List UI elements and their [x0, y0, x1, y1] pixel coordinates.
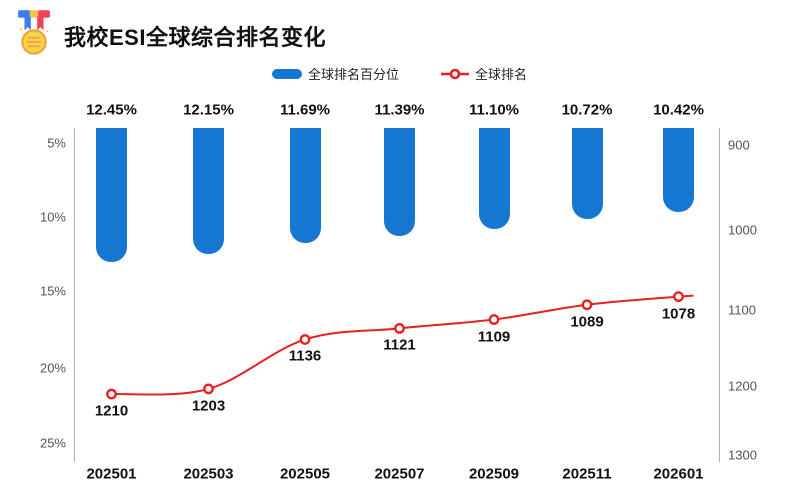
x-tick-label: 202601 — [653, 465, 704, 483]
medal-icon — [16, 10, 52, 62]
bar-swatch-icon — [271, 68, 302, 79]
y-axis-left-tick-label: 10% — [39, 209, 66, 225]
y-axis-right-tick-label: 1200 — [728, 378, 757, 394]
bar-value-label: 11.39% — [374, 101, 425, 119]
line-point — [673, 291, 684, 303]
x-tick-label: 202501 — [86, 465, 137, 483]
rank-value-label: 1136 — [288, 347, 322, 365]
legend-label-percentile: 全球排名百分位 — [307, 67, 399, 82]
y-axis-right-tick-label: 1100 — [728, 302, 756, 318]
bar-value-label: 12.45% — [86, 101, 137, 119]
y-axis-left-tick-label: 25% — [39, 435, 66, 451]
rank-value-label: 1210 — [94, 402, 129, 420]
line-point — [106, 388, 117, 400]
y-axis-left-line — [74, 128, 75, 462]
bar — [96, 128, 127, 262]
rank-value-label: 1203 — [191, 397, 226, 415]
x-tick-label: 202505 — [279, 465, 331, 483]
y-axis-right-tick-label: 1300 — [728, 447, 757, 463]
rank-value-label: 1121 — [383, 336, 416, 354]
line-point — [488, 314, 500, 325]
y-axis-right-tick-label: 900 — [728, 137, 750, 153]
rank-value-label: 1089 — [570, 313, 604, 331]
line-point — [299, 334, 311, 345]
x-tick-label: 202511 — [562, 465, 612, 483]
bar — [289, 128, 321, 244]
rank-value-label: 1078 — [661, 305, 696, 323]
y-axis-right-tick-label: 1000 — [728, 222, 757, 238]
bar-value-label: 10.72% — [561, 101, 613, 119]
x-tick-label: 202503 — [183, 465, 234, 483]
bar-value-label: 12.15% — [183, 101, 234, 119]
legend-item-percentile[interactable]: 全球排名百分位 — [271, 64, 399, 83]
legend-item-rank[interactable]: 全球排名 — [441, 64, 527, 83]
rank-value-label: 1109 — [477, 328, 511, 346]
line-swatch-icon — [441, 68, 469, 80]
bar — [193, 128, 224, 255]
bar-value-label: 11.10% — [468, 101, 520, 119]
bar-value-label: 11.69% — [279, 101, 331, 119]
bar — [478, 128, 510, 229]
chart-header: 我校ESI全球综合排名变化 — [16, 10, 326, 62]
bar — [384, 128, 415, 236]
line-point — [581, 299, 593, 311]
y-axis-left-tick-label: 15% — [39, 283, 66, 299]
page-title: 我校ESI全球综合排名变化 — [64, 25, 326, 50]
x-tick-label: 202507 — [374, 465, 425, 483]
bar — [663, 128, 694, 212]
y-axis-left-tick-label: 5% — [47, 135, 66, 151]
line-point — [203, 383, 214, 395]
bar — [571, 128, 603, 220]
bar-value-label: 10.42% — [653, 101, 704, 119]
legend: 全球排名百分位 全球排名 — [0, 64, 799, 83]
y-axis-left-tick-label: 20% — [39, 360, 66, 376]
legend-label-rank: 全球排名 — [475, 67, 528, 82]
y-axis-right-line — [719, 128, 720, 462]
x-tick-label: 202509 — [468, 465, 520, 483]
line-point — [394, 322, 405, 334]
